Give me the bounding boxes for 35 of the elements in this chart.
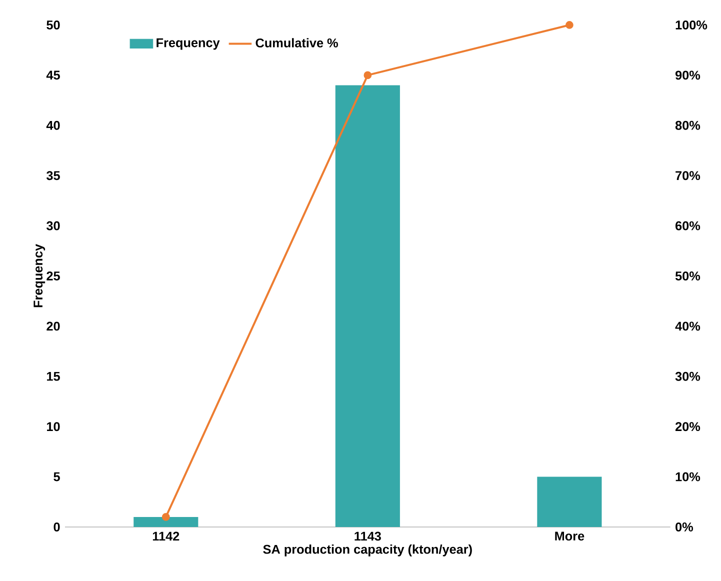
y-tick-label: 50 bbox=[46, 20, 60, 30]
legend-label: Cumulative % bbox=[256, 38, 338, 48]
y2-tick-label: 60% bbox=[676, 221, 700, 230]
y-tick-label: 20 bbox=[46, 322, 60, 331]
y2-tick-label: 30% bbox=[675, 372, 700, 381]
y2-tick-label: 100% bbox=[676, 20, 708, 30]
y2-tick-label: 90% bbox=[675, 70, 700, 80]
y2-tick-label: 0% bbox=[676, 522, 694, 532]
x-tick-label: More bbox=[555, 532, 584, 541]
x-tick-label: 1142 bbox=[152, 532, 180, 541]
y-tick-label: 25 bbox=[46, 272, 60, 280]
y-tick-label: 15 bbox=[47, 372, 60, 381]
bar bbox=[335, 85, 400, 527]
point bbox=[162, 513, 170, 521]
legend-label: Frequency bbox=[156, 38, 220, 50]
y2-tick-label: 50% bbox=[675, 272, 700, 280]
y2-tick-label: 70% bbox=[676, 171, 700, 180]
y-tick-label: 45 bbox=[46, 70, 60, 80]
y-axis-title: Frequency bbox=[34, 244, 46, 308]
y2-tick-label: 20% bbox=[675, 422, 700, 432]
bar bbox=[537, 476, 602, 527]
y2-tick-label: 80% bbox=[675, 120, 700, 130]
point bbox=[566, 21, 574, 29]
y2-tick-label: 40% bbox=[675, 322, 700, 331]
y2-tick-label: 10% bbox=[676, 472, 700, 482]
x-axis-title: SA production capacity (kton/year) bbox=[263, 544, 472, 556]
y-tick-label: 35 bbox=[46, 171, 60, 180]
y-tick-label: 30 bbox=[46, 221, 60, 230]
y-tick-label: 40 bbox=[46, 120, 60, 130]
y-tick-label: 10 bbox=[47, 422, 60, 432]
y-tick-label: 0 bbox=[54, 522, 60, 532]
point bbox=[364, 71, 372, 80]
y-tick-label: 5 bbox=[54, 472, 60, 482]
bar bbox=[134, 516, 198, 527]
x-tick-label: 1143 bbox=[354, 532, 381, 541]
